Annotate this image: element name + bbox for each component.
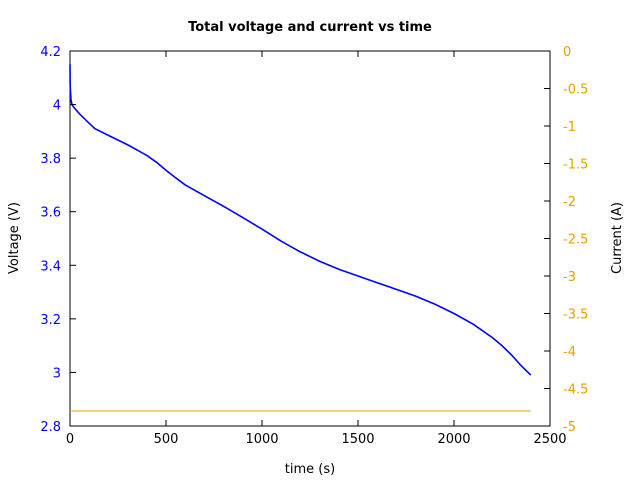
x-axis-label: time (s) [285, 462, 335, 477]
current-tick-label: -3.5 [563, 308, 588, 323]
current-axis-label: Current (A) [610, 202, 625, 274]
x-tick-label: 0 [66, 432, 74, 447]
voltage-tick-label: 4.2 [40, 45, 61, 60]
plot-area [69, 64, 532, 412]
chart-title: Total voltage and current vs time [188, 20, 432, 35]
x-tick-label: 1000 [245, 432, 278, 447]
current-tick-label: -1.5 [563, 158, 588, 173]
voltage-tick-label: 3.2 [40, 313, 61, 328]
x-tick-label: 1500 [341, 432, 374, 447]
current-tick-label: 0 [563, 45, 571, 60]
current-tick-label: -0.5 [563, 83, 588, 98]
x-tick-label: 500 [154, 432, 179, 447]
current-axis: -5 -4.5 -4 -3.5 -3 -2.5 -2 -1.5 -1 -0.5 0 [544, 45, 588, 435]
voltage-tick-label: 2.8 [40, 420, 61, 435]
voltage-series-line [69, 64, 532, 376]
current-tick-label: -2 [563, 195, 576, 210]
x-tick-label: 2000 [437, 432, 470, 447]
current-tick-label: -4.5 [563, 383, 588, 398]
x-axis: 0 500 1000 1500 2000 2500 [66, 51, 567, 447]
current-tick-label: -2.5 [563, 233, 588, 248]
voltage-axis-label: Voltage (V) [7, 202, 22, 274]
voltage-axis: 2.8 3 3.2 3.4 3.6 3.8 4 4.2 [40, 45, 76, 435]
voltage-tick-label: 3.4 [40, 259, 61, 274]
x-tick-label: 2500 [533, 432, 566, 447]
voltage-tick-label: 3.8 [40, 152, 61, 167]
current-tick-label: -4 [563, 345, 576, 360]
voltage-tick-label: 4 [53, 99, 61, 114]
current-tick-label: -5 [563, 420, 576, 435]
current-tick-label: -1 [563, 120, 576, 135]
current-tick-label: -3 [563, 270, 576, 285]
voltage-tick-label: 3.6 [40, 206, 61, 221]
plot-frame [69, 50, 551, 427]
voltage-tick-label: 3 [53, 366, 61, 381]
